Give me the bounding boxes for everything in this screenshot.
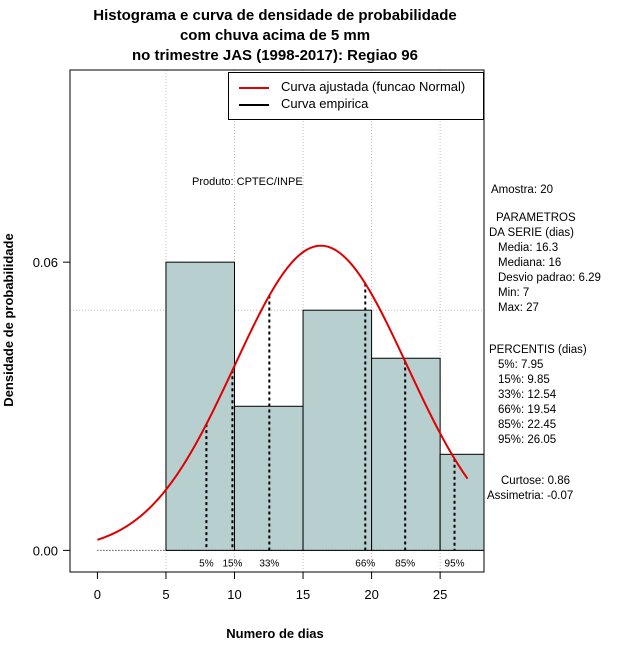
chart-title-line-2: com chuva acima de 5 mm (179, 27, 371, 44)
stat-kurtosis: Curtose: 0.86 (501, 475, 571, 487)
y-axis-title: Densidade de probabilidade (1, 233, 16, 406)
stat-mean: Media: 16.3 (498, 242, 559, 254)
stat-min: Min: 7 (498, 287, 530, 299)
x-tick-label-0: 0 (94, 587, 101, 602)
x-tick-label-3: 15 (296, 587, 310, 602)
y-tick-label-0: 0.00 (33, 543, 58, 558)
legend-item-empirical: Curva empirica (239, 96, 368, 112)
fitted-normal-curve (97, 244, 469, 541)
axes-layer: 0 5 10 15 20 25 0.00 0.06 (33, 69, 485, 602)
histogram-bar-4 (439, 453, 485, 551)
stat-p5: 5%: 7.95 (498, 359, 544, 371)
stat-skewness: Assimetria: -0.07 (487, 490, 574, 502)
histogram-bar-2 (302, 309, 373, 551)
chart-title-line-3: no trimestre JAS (1998-2017): Regiao 96 (132, 47, 418, 64)
stat-p33: 33%: 12.54 (498, 389, 557, 401)
stat-p95: 95%: 26.05 (498, 434, 557, 446)
stat-percentiles-header: PERCENTIS (dias) (489, 344, 587, 356)
percentile-label-2: 33% (259, 558, 279, 569)
product-credit: Produto: CPTEC/INPE (192, 176, 303, 188)
x-tick-label-2: 10 (227, 587, 241, 602)
percentile-label-0: 5% (199, 558, 214, 569)
stat-max: Max: 27 (498, 302, 539, 314)
stat-p85: 85%: 22.45 (498, 419, 557, 431)
x-axis-title: Numero de dias (226, 626, 324, 641)
percentile-label-4: 85% (395, 558, 415, 569)
x-tick-label-4: 20 (364, 587, 378, 602)
y-tick-label-1: 0.06 (33, 255, 58, 270)
legend-item-fitted: Curva ajustada (funcao Normal) (239, 79, 465, 95)
stat-p66: 66%: 19.54 (498, 404, 557, 416)
legend-swatch-fitted (239, 86, 269, 89)
percentile-label-3: 66% (355, 558, 375, 569)
chart-legend: Curva ajustada (funcao Normal) Curva emp… (228, 72, 484, 120)
stat-median: Mediana: 16 (498, 257, 562, 269)
stat-params-header-1: PARAMETROS (496, 212, 576, 224)
percentile-label-5: 95% (445, 558, 465, 569)
plot-frame (69, 69, 485, 573)
percentile-label-1: 15% (222, 558, 242, 569)
legend-label-empirical: Curva empirica (281, 96, 369, 111)
stat-p15: 15%: 9.85 (498, 374, 550, 386)
stat-std-dev: Desvio padrao: 6.29 (498, 272, 601, 284)
percentile-lines-layer: 5% 15% 33% 66% 85% 95% (199, 283, 465, 569)
stat-sample-size: Amostra: 20 (491, 184, 553, 196)
legend-swatch-empirical (239, 103, 269, 106)
x-tick-label-1: 5 (162, 587, 169, 602)
histogram-bar-0 (165, 261, 236, 551)
stat-params-header-2: DA SERIE (dias) (489, 227, 574, 239)
chart-title-line-1: Histograma e curva de densidade de proba… (93, 7, 457, 24)
fitted-curve-layer (97, 244, 469, 541)
x-tick-label-5: 25 (433, 587, 447, 602)
legend-label-fitted: Curva ajustada (funcao Normal) (281, 79, 466, 94)
